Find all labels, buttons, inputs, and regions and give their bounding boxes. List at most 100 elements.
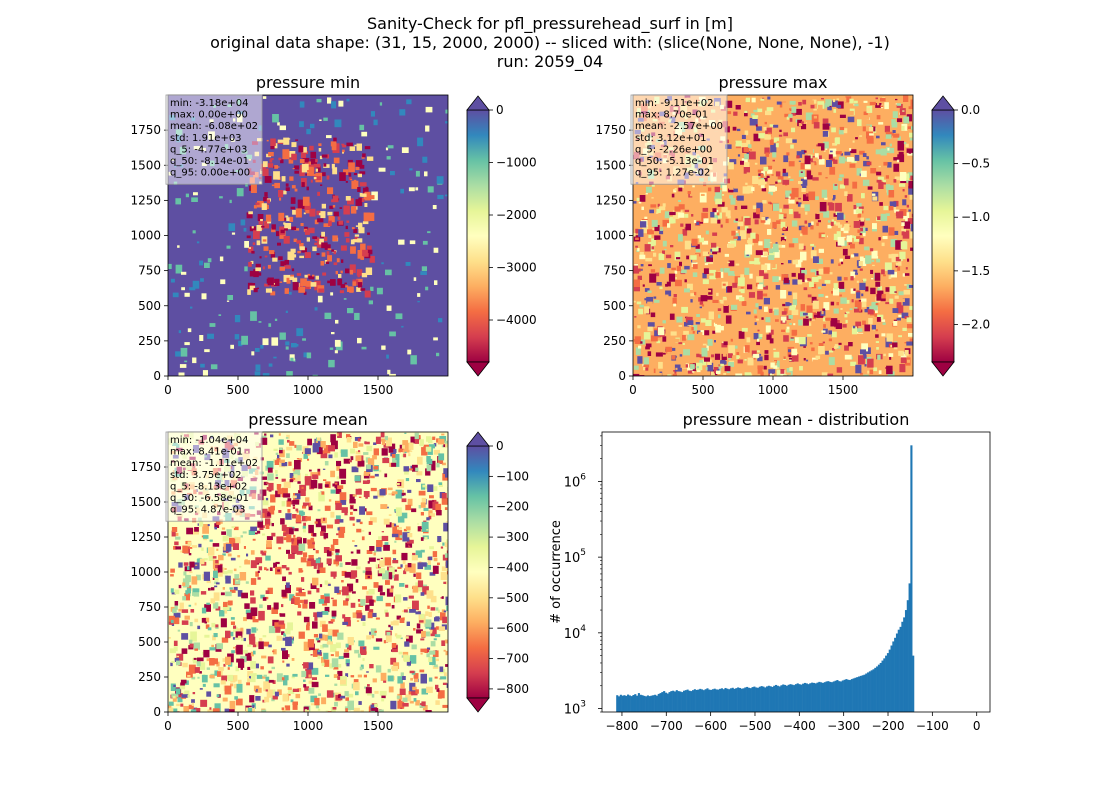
heatmap-pixel xyxy=(189,643,194,648)
heatmap-pixel xyxy=(672,373,677,376)
heatmap-pixel xyxy=(881,293,886,300)
heatmap-pixel xyxy=(744,130,749,136)
heatmap-pixel xyxy=(660,228,663,230)
heatmap-pixel xyxy=(330,619,335,622)
heatmap-pixel xyxy=(373,552,376,556)
heatmap-pixel xyxy=(348,162,355,173)
histogram-bar xyxy=(890,645,893,712)
stats-line: max: 8.41e-01 xyxy=(170,447,243,458)
heatmap-pixel xyxy=(832,348,835,351)
heatmap-pixel xyxy=(778,235,782,239)
heatmap-pixel xyxy=(321,172,326,177)
heatmap-pixel xyxy=(234,696,238,700)
heatmap-pixel xyxy=(362,570,366,574)
figure-title-line-1: Sanity-Check for pfl_pressurehead_surf i… xyxy=(367,14,733,33)
heatmap-pixel xyxy=(441,497,448,505)
heatmap-pixel xyxy=(814,313,818,315)
heatmap-pixel xyxy=(179,684,186,690)
heatmap-pixel xyxy=(852,181,858,189)
heatmap-pixel xyxy=(295,514,301,523)
heatmap-pixel xyxy=(676,265,682,272)
heatmap-pixel xyxy=(292,282,299,291)
heatmap-pixel xyxy=(210,587,215,591)
heatmap-pixel xyxy=(368,300,373,305)
heatmap-pixel xyxy=(758,241,763,246)
heatmap-pixel xyxy=(766,175,770,178)
heatmap-pixel xyxy=(666,271,669,275)
heatmap-pixel xyxy=(434,664,438,668)
heatmap-pixel xyxy=(207,258,212,263)
heatmap-pixel xyxy=(834,345,837,349)
heatmap-pixel xyxy=(375,665,382,673)
heatmap-pixel xyxy=(201,547,204,551)
heatmap-pixel xyxy=(720,268,724,273)
heatmap-pixel xyxy=(277,488,282,495)
heatmap-pixel xyxy=(376,596,383,602)
heatmap-pixel xyxy=(218,314,222,316)
heatmap-pixel xyxy=(879,202,883,206)
heatmap-pixel xyxy=(192,529,200,535)
heatmap-pixel xyxy=(170,662,173,667)
heatmap-pixel xyxy=(196,574,201,581)
heatmap-pixel xyxy=(393,662,400,669)
heatmap-pixel xyxy=(350,448,356,454)
heatmap-pixel xyxy=(321,252,326,257)
heatmap-pixel xyxy=(379,592,386,596)
heatmap-pixel xyxy=(800,178,808,186)
heatmap-pixel xyxy=(837,118,842,123)
heatmap-pixel xyxy=(249,226,256,232)
heatmap-pixel xyxy=(181,648,188,654)
heatmap-pixel xyxy=(324,659,330,667)
heatmap-pixel xyxy=(702,272,707,279)
heatmap-pixel xyxy=(255,696,261,701)
heatmap-pixel xyxy=(313,565,317,569)
heatmap-pixel xyxy=(803,346,806,348)
heatmap-pixel xyxy=(265,204,269,209)
heatmap-pixel xyxy=(718,314,721,319)
heatmap-pixel xyxy=(870,248,874,252)
heatmap-pixel xyxy=(215,565,223,573)
heatmap-pixel xyxy=(782,172,789,177)
heatmap-pixel xyxy=(291,142,297,148)
heatmap-pixel xyxy=(196,241,200,244)
heatmap-pixel xyxy=(299,599,306,604)
heatmap-pixel xyxy=(378,568,385,574)
heatmap-pixel xyxy=(212,559,220,569)
heatmap-pixel xyxy=(881,319,886,322)
heatmap-pixel xyxy=(683,375,690,376)
heatmap-pixel xyxy=(168,263,172,269)
stats-line: q_95: 4.87e-03 xyxy=(170,505,245,516)
histogram-bar xyxy=(888,649,891,712)
heatmap-pixel xyxy=(302,588,305,590)
heatmap-pixel xyxy=(689,294,693,299)
heatmap-pixel xyxy=(229,709,235,712)
heatmap-pixel xyxy=(759,333,763,337)
histogram-bar xyxy=(861,675,864,712)
colorbar-tick-label: −200 xyxy=(496,500,529,514)
heatmap-pixel xyxy=(689,190,696,197)
heatmap-pixel xyxy=(763,252,769,257)
heatmap-pixel xyxy=(854,308,859,313)
histogram-bar xyxy=(852,678,855,712)
heatmap-pixel xyxy=(272,695,278,700)
histogram-bar xyxy=(747,687,751,712)
heatmap-pixel xyxy=(639,375,645,376)
heatmap-pixel xyxy=(291,537,298,546)
heatmap-pixel xyxy=(400,188,404,194)
heatmap-pixel xyxy=(282,576,286,582)
heatmap-pixel xyxy=(863,100,868,103)
heatmap-pixel xyxy=(347,693,354,698)
heatmap-pixel xyxy=(311,532,314,537)
heatmap-pixel xyxy=(898,335,902,338)
heatmap-pixel xyxy=(876,179,882,183)
heatmap-pixel xyxy=(377,585,383,592)
heatmap-pixel xyxy=(201,607,207,614)
heatmap-pixel xyxy=(420,653,423,655)
heatmap-pixel xyxy=(279,623,286,629)
heatmap-pixel xyxy=(356,549,361,554)
heatmap-pixel xyxy=(289,479,294,483)
heatmap-pixel xyxy=(409,609,416,613)
heatmap-pixel xyxy=(262,635,267,638)
heatmap-pixel xyxy=(214,585,218,588)
